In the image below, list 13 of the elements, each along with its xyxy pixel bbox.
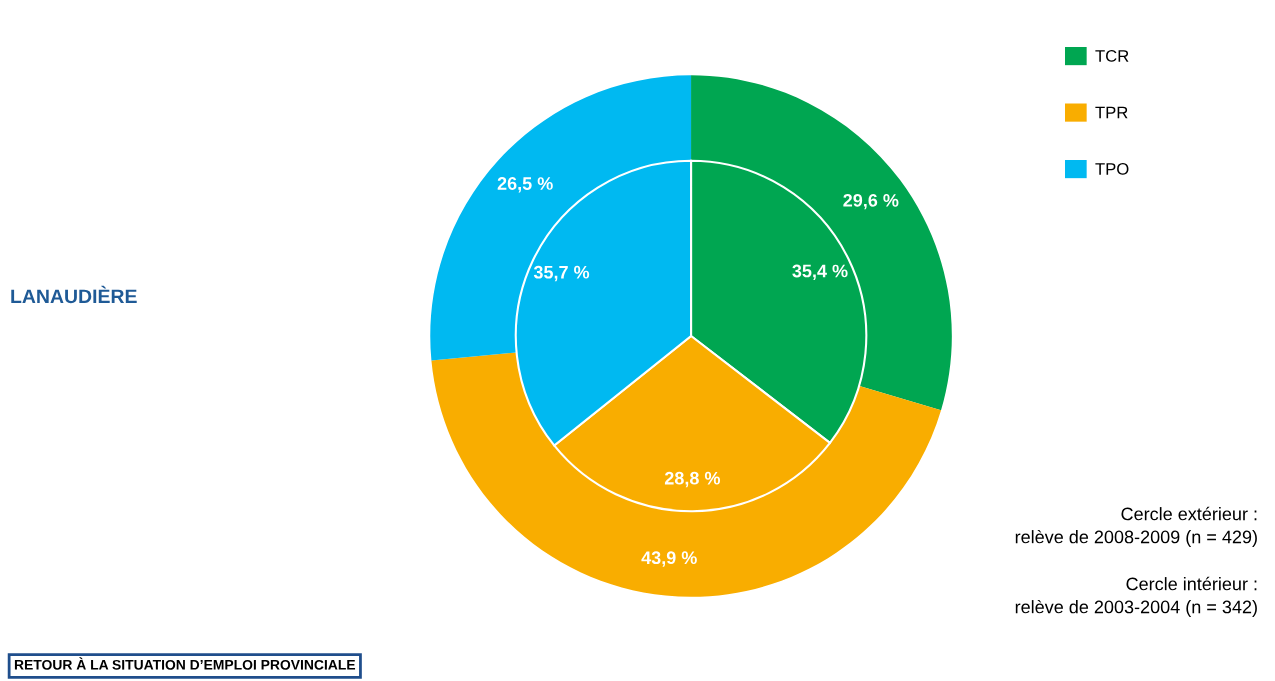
text: LANAUDIÈRE [11, 285, 137, 304]
data-label: 35,4 % [792, 264, 848, 280]
text: RETOUR À LA SITUATION D’EMPLOI PROVINCIALE [14, 657, 356, 670]
legend-label: TPR [1095, 106, 1128, 119]
legend-label: TCR [1095, 50, 1129, 62]
data-label: 28,8 % [664, 471, 721, 488]
text: Cercle intérieur : relève de 2003-2004 (n = 342) [1015, 576, 1257, 617]
data-label: 35,7 % [533, 265, 590, 282]
data-label: 29,6 % [843, 193, 899, 210]
data-label: 43,9 % [641, 551, 697, 567]
legend-label: TPO [1095, 163, 1129, 175]
text: Cercle extérieur : relève de 2008-2009 (n = 429) [1015, 506, 1257, 547]
data-label: 26,5 % [497, 177, 553, 193]
